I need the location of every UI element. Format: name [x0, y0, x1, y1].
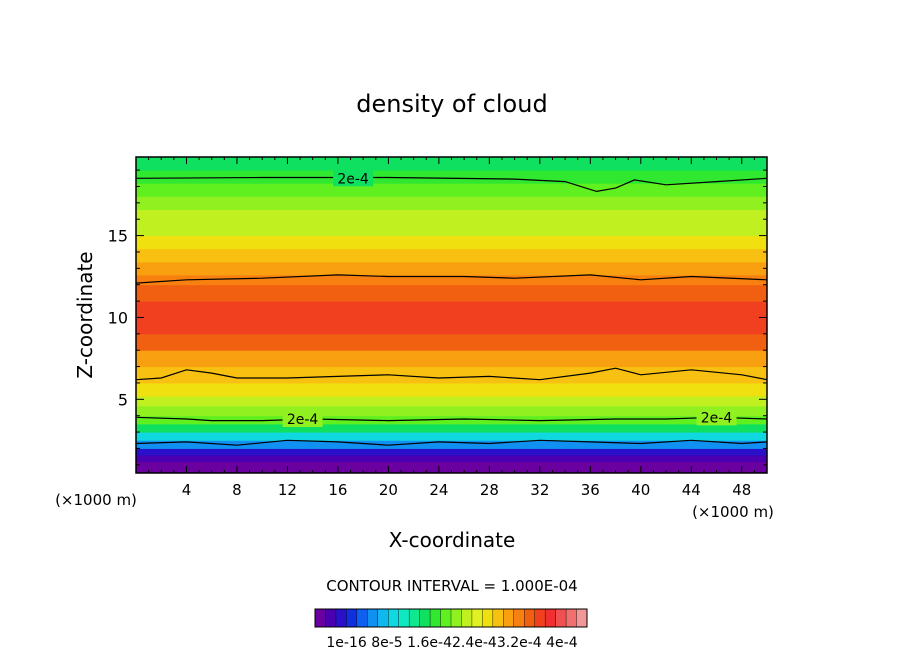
colorbar-swatch [576, 608, 588, 628]
colorbar-swatch [544, 608, 557, 628]
colorbar-swatch [513, 608, 525, 628]
x-unit-right: (×1000 m) [692, 503, 774, 521]
density-band [136, 261, 767, 276]
colorbar-swatch [356, 608, 368, 628]
colorbar-swatch [314, 608, 326, 628]
x-tick-label: 4 [182, 481, 192, 499]
density-band [136, 284, 767, 302]
contour-label-bg [333, 170, 374, 187]
x-tick-label: 36 [581, 481, 600, 499]
x-tick-label: 48 [732, 481, 751, 499]
contour-line [136, 416, 767, 422]
colorbar-swatch [408, 608, 421, 628]
colorbar-swatch [450, 608, 462, 628]
density-band [136, 183, 767, 197]
x-tick-label: 8 [232, 481, 242, 499]
colorbar-swatch [534, 608, 546, 628]
density-band [136, 440, 767, 449]
x-unit-left: (×1000 m) [55, 491, 137, 509]
x-tick-label: 12 [278, 481, 297, 499]
colorbar-swatch [482, 608, 494, 628]
contour-label: 2e-4 [337, 171, 369, 187]
x-tick-label: 44 [682, 481, 701, 499]
x-tick-label: 28 [480, 481, 499, 499]
x-tick-label: 16 [328, 481, 347, 499]
density-band [136, 333, 767, 351]
y-tick-label: 15 [108, 227, 128, 246]
density-band [136, 415, 767, 425]
density-band [136, 405, 767, 417]
density-band [136, 396, 767, 407]
colorbar-swatch [388, 608, 400, 628]
contour-labels: 2e-4 2e-4 2e-4 [282, 170, 737, 428]
colorbar-swatch [429, 608, 442, 628]
contour-line [136, 439, 767, 446]
contour-label-bg [282, 410, 323, 427]
density-band [136, 366, 767, 384]
colorbar-swatch [492, 608, 504, 628]
colorbar-labels: 1e-16 8e-5 1.6e-42.4e-43.2e-4 4e-4 [326, 635, 577, 651]
contour-label: 2e-4 [287, 412, 319, 428]
density-band [136, 317, 767, 335]
colorbar-swatch [367, 608, 379, 628]
density-band [136, 235, 767, 250]
colorbar-swatch [503, 608, 515, 628]
y-axis-label: Z-coordinate [73, 251, 97, 378]
contour-line [136, 367, 767, 381]
y-tick-label: 10 [108, 308, 128, 327]
colorbar-swatch [419, 608, 431, 628]
colorbar-swatch [471, 608, 483, 628]
plot-area [136, 157, 767, 473]
x-axis-label: X-coordinate [389, 528, 516, 552]
contour-label-bg [696, 409, 737, 426]
chart-title: density of cloud [356, 90, 547, 118]
density-bands [136, 157, 767, 473]
colorbar-swatch [461, 608, 473, 628]
contour-line [136, 274, 767, 284]
colorbar-swatch [398, 608, 410, 628]
colorbar-frame [314, 608, 588, 628]
density-band [136, 248, 767, 263]
colorbar-swatch [377, 608, 389, 628]
colorbar-swatch [565, 608, 578, 628]
y-axis-ticks: 5 10 15 [108, 169, 767, 466]
density-band [136, 222, 767, 237]
contour-label: 2e-4 [701, 410, 733, 426]
density-band [136, 209, 767, 223]
x-axis-ticks: 4 8 12 16 20 24 28 32 36 40 44 48 [148, 157, 755, 499]
density-band [136, 350, 767, 368]
density-band [136, 274, 767, 286]
colorbar-swatch [524, 608, 536, 628]
density-band [136, 461, 767, 473]
density-band [136, 301, 767, 318]
x-tick-label: 40 [631, 481, 650, 499]
colorbar-swatch [325, 608, 337, 628]
colorbar-swatch [555, 608, 567, 628]
colorbar [314, 608, 588, 628]
y-tick-label: 5 [118, 390, 128, 409]
density-band [136, 382, 767, 397]
density-band [136, 454, 767, 463]
colorbar-swatch [346, 608, 358, 628]
contour-interval-text: CONTOUR INTERVAL = 1.000E-04 [326, 577, 577, 595]
density-band [136, 423, 767, 433]
contour-lines [136, 176, 767, 446]
density-band [136, 157, 767, 171]
colorbar-swatch [440, 608, 452, 628]
density-band [136, 196, 767, 210]
density-band [136, 170, 767, 184]
density-band [136, 448, 767, 456]
x-tick-label: 32 [530, 481, 549, 499]
colorbar-swatch [335, 608, 347, 628]
x-tick-label: 20 [379, 481, 398, 499]
x-tick-label: 24 [429, 481, 448, 499]
density-band [136, 432, 767, 441]
